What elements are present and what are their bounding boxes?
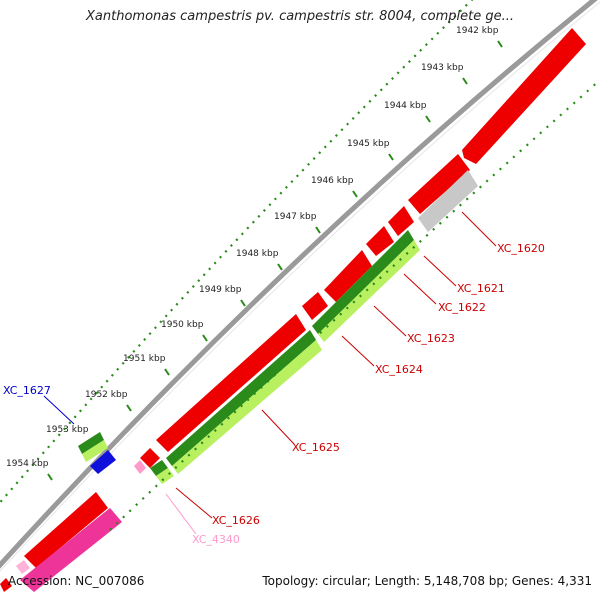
ruler-tick-label: 1949 kbp [199,285,242,295]
map-title: Xanthomonas campestris pv. campestris st… [86,9,514,24]
ruler-tick-label: 1942 kbp [456,26,499,36]
ruler-tick-label: 1947 kbp [274,212,317,222]
ruler-tick-label: 1950 kbp [161,320,204,330]
gene-arrow[interactable] [408,154,470,214]
ruler-tick [462,77,468,85]
gene-label-xc1620[interactable]: XC_1620 [497,242,545,255]
orf-light-green[interactable] [172,340,322,474]
gene-arrow[interactable] [366,226,394,256]
ruler-tick-labels: 1942 kbp 1943 kbp 1944 kbp 1945 kbp 1946 kbp… [6,26,499,469]
genome-summary-text: Topology: circular; Length: 5,148,708 bp… [262,574,592,588]
ruler-tick [277,263,283,271]
orf-dark-green[interactable] [150,460,168,476]
orf-dark-green[interactable] [78,432,104,454]
gene-arrow[interactable] [302,292,328,320]
ruler-tick [497,40,503,48]
ruler-tick-label: 1946 kbp [311,176,354,186]
gene-label-xc1624[interactable]: XC_1624 [375,363,423,376]
gene-arrow[interactable] [388,206,414,236]
ruler-tick [202,334,208,342]
orf-light-green[interactable] [156,468,174,484]
gene-label-xc1625[interactable]: XC_1625 [292,441,340,454]
gene-arrow-pink-small[interactable] [134,460,146,474]
ruler-tick [425,115,431,123]
gene-arrow-light-pink[interactable] [16,560,30,574]
ruler-tick [47,473,53,481]
gene-label-xc1627[interactable]: XC_1627 [3,384,51,397]
gene-arrow-pink[interactable] [20,508,122,592]
ruler-tick-label: 1945 kbp [347,139,390,149]
gene-arrow[interactable] [324,250,372,302]
gene-label-xc1623[interactable]: XC_1623 [407,332,455,345]
forward-strand-features [24,28,586,568]
orf-light-green[interactable] [82,440,108,462]
ruler-tick [315,226,321,234]
label-leaders [43,211,497,535]
ruler-tick-label: 1943 kbp [421,63,464,73]
ruler-tick-label: 1953 kbp [46,425,89,435]
accession-text: Accession: NC_007086 [8,574,145,588]
gene-label-xc1621[interactable]: XC_1621 [457,282,505,295]
gene-label-xc1626[interactable]: XC_1626 [212,514,260,527]
gene-label-xc1622[interactable]: XC_1622 [438,301,486,314]
gene-arrow[interactable] [24,492,108,568]
ruler-tick-label: 1954 kbp [6,459,49,469]
gene-arrow-red-small[interactable] [0,578,12,592]
gene-arrow[interactable] [140,448,160,468]
ruler-ticks [47,40,503,481]
gene-arrow-blue[interactable] [90,450,116,474]
genome-backbone [0,0,598,569]
genome-backbone-inner [0,1,600,572]
gene-arrow[interactable] [418,170,478,232]
ruler-tick-label: 1948 kbp [236,249,279,259]
ruler-tick-label: 1944 kbp [384,101,427,111]
ruler-tick [352,190,358,198]
orf-dark-green[interactable] [166,330,316,466]
ruler-tick [164,368,170,376]
ruler-tick [126,404,132,412]
orf-dark-green[interactable] [312,230,414,334]
gene-label-xc4340[interactable]: XC_4340 [192,533,240,546]
ruler-tick [240,299,246,307]
ruler-tick [388,153,394,161]
gene-labels: XC_1620 XC_1621 XC_1622 XC_1623 XC_1624 … [3,242,545,546]
gene-arrow[interactable] [156,314,306,452]
gene-arrow[interactable] [462,28,586,164]
ruler-tick-label: 1952 kbp [85,390,128,400]
ruler-tick-label: 1951 kbp [123,354,166,364]
